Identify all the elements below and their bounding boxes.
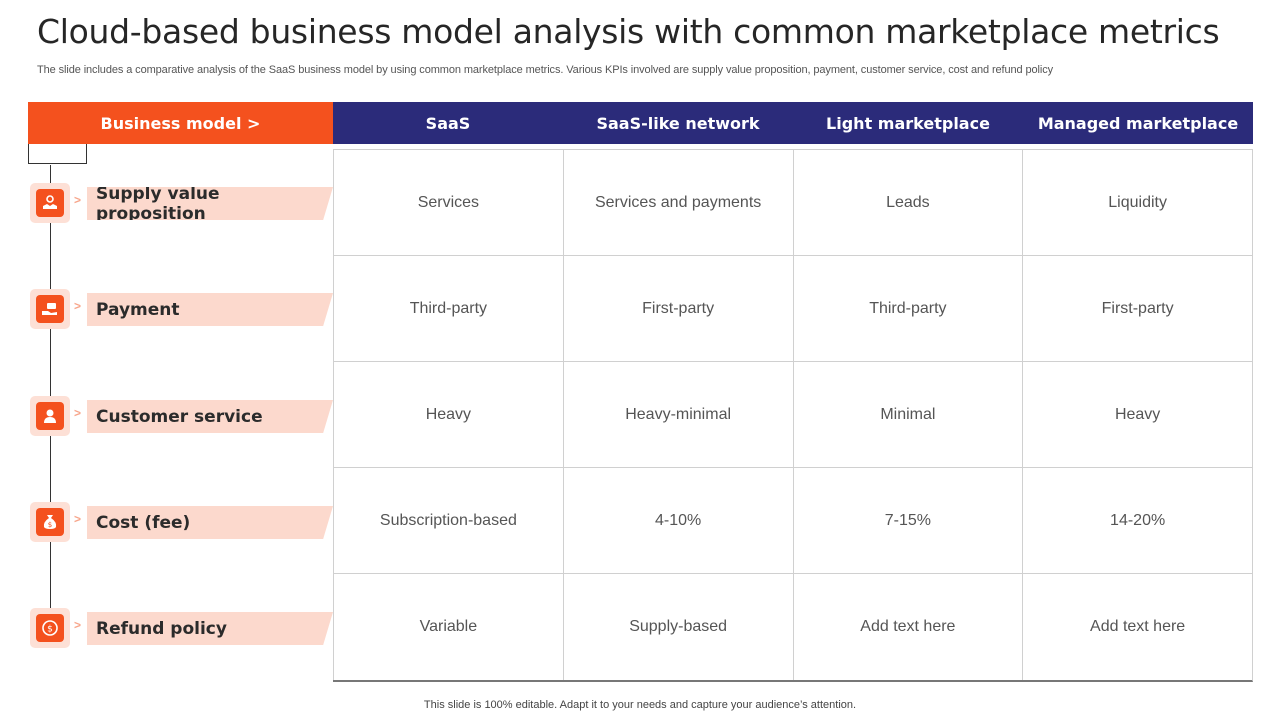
table-cell: Liquidity — [1022, 150, 1252, 256]
row-label-refund-policy: $ > Refund policy — [30, 608, 333, 648]
table-cell: Heavy-minimal — [562, 362, 793, 468]
money-bag-icon: $ — [30, 502, 70, 542]
row-label-text: Cost (fee) — [87, 506, 333, 539]
table-cell: Variable — [333, 574, 563, 680]
row-label-payment: > Payment — [30, 289, 333, 329]
table-cell: Supply-based — [562, 574, 793, 680]
handshake-gear-icon — [30, 183, 70, 223]
table-cell: Heavy — [333, 362, 563, 468]
column-header-light-marketplace: Light marketplace — [826, 113, 990, 133]
slide-title: Cloud-based business model analysis with… — [37, 12, 1220, 51]
dollar-coin-icon: $ — [30, 608, 70, 648]
table-cell: First-party — [562, 256, 793, 362]
table-cell: Third-party — [333, 256, 563, 362]
comparison-table: Services Services and payments Leads Liq… — [333, 149, 1253, 682]
support-agent-icon — [30, 396, 70, 436]
table-cell: Leads — [792, 150, 1023, 256]
row-label-text: Customer service — [87, 400, 333, 433]
hand-money-icon — [30, 289, 70, 329]
column-header-managed-marketplace: Managed marketplace — [1037, 113, 1239, 133]
row-label-text: Refund policy — [87, 612, 333, 645]
row-label-text: Supply value proposition — [87, 187, 333, 220]
chevron-right-icon: > — [74, 512, 82, 526]
table-cell: Heavy — [1022, 362, 1252, 468]
slide-footer-note: This slide is 100% editable. Adapt it to… — [423, 699, 857, 711]
chevron-right-icon: > — [74, 406, 82, 420]
slide-subtitle: The slide includes a comparative analysi… — [37, 64, 1054, 76]
table-cell: Minimal — [792, 362, 1023, 468]
column-header-saas-like-network: SaaS-like network — [596, 113, 760, 133]
chevron-right-icon: > — [74, 193, 82, 207]
table-cell: 4-10% — [562, 468, 793, 574]
svg-text:$: $ — [47, 625, 53, 635]
row-label-customer-service: > Customer service — [30, 396, 333, 436]
table-cell: Add text here — [792, 574, 1023, 680]
row-label-cost-fee: $ > Cost (fee) — [30, 502, 333, 542]
table-cell: 14-20% — [1022, 468, 1252, 574]
column-header-bar: SaaS SaaS-like network Light marketplace… — [333, 102, 1253, 144]
chevron-right-icon: > — [74, 299, 82, 313]
table-cell: First-party — [1022, 256, 1252, 362]
table-cell: 7-15% — [792, 468, 1023, 574]
row-label-text: Payment — [87, 293, 333, 326]
table-cell: Services and payments — [562, 150, 793, 256]
table-cell: Subscription-based — [333, 468, 563, 574]
table-cell: Add text here — [1022, 574, 1252, 680]
bracket-connector — [28, 144, 87, 164]
svg-text:$: $ — [48, 521, 52, 529]
chevron-right-icon: > — [74, 618, 82, 632]
table-cell: Services — [333, 150, 563, 256]
row-label-supply-value-proposition: > Supply value proposition — [30, 183, 333, 223]
table-cell: Third-party — [792, 256, 1023, 362]
business-model-header: Business model > — [28, 102, 333, 144]
column-header-saas: SaaS — [425, 113, 471, 133]
